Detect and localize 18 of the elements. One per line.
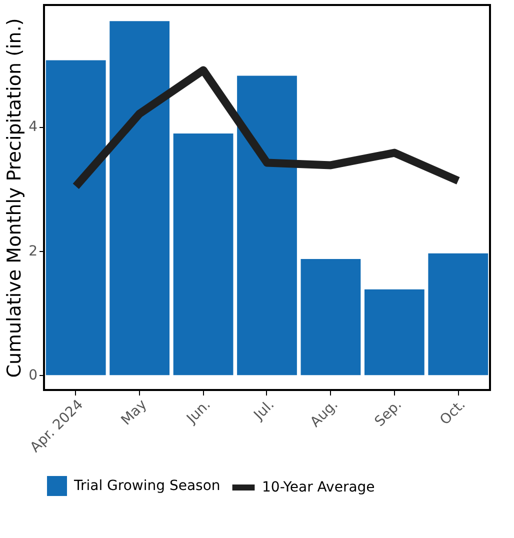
x-tick-label: Jul. [250,396,278,424]
y-tick-label: 4 [28,119,38,136]
y-tick-label: 0 [28,368,38,384]
bar [300,258,361,376]
y-tick-label: 2 [28,243,38,260]
bar [110,21,170,376]
bar [428,253,488,376]
bar [237,76,297,376]
x-tick-label: Aug. [308,396,342,431]
bar [46,60,106,376]
x-tick-label: Oct. [437,396,469,428]
x-tick-label: Sep. [372,396,406,430]
x-tick-label: Jun. [183,396,214,428]
legend-label: 10-Year Average [262,480,375,496]
bar [173,134,234,376]
bar [364,289,424,376]
legend-label: Trial Growing Season [73,478,220,494]
y-axis-title: Cumulative Monthly Precipitation (in.) [4,18,26,378]
